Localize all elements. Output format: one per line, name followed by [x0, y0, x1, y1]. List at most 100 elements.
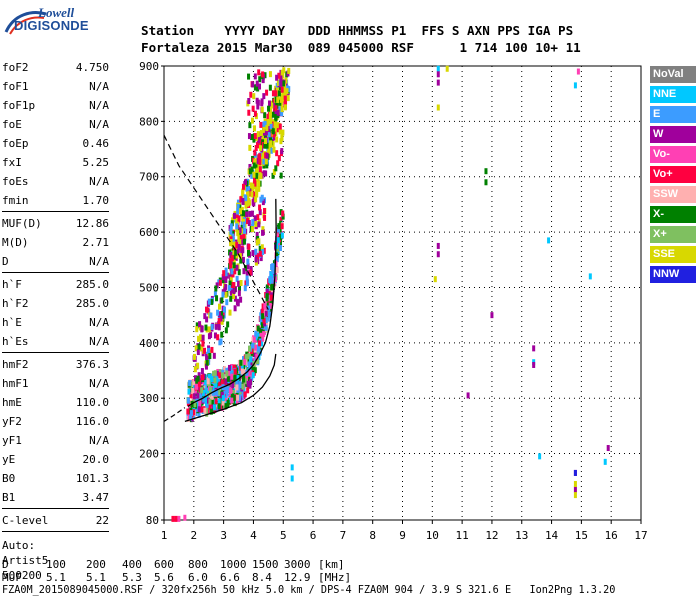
echo-point: [271, 137, 275, 144]
param-value: 101.3: [75, 472, 109, 485]
echo-point: [196, 375, 200, 382]
echo-point: [247, 220, 251, 227]
x-tick-label: 11: [456, 529, 469, 542]
echo-point: [252, 93, 256, 100]
echo-point: [254, 220, 258, 227]
echo-point: [243, 378, 247, 385]
echo-point: [229, 289, 233, 296]
echo-point: [256, 131, 260, 138]
footer-value: 1000: [220, 558, 247, 571]
echo-point: [275, 136, 279, 143]
echo-point: [276, 122, 280, 129]
param-value: 285.0: [75, 278, 109, 291]
param-row: foF1p N/A: [2, 96, 109, 115]
echo-point: [233, 241, 237, 248]
echo-point: [246, 218, 250, 225]
echo-point: [265, 125, 269, 132]
echo-point: [260, 308, 264, 315]
echo-point: [192, 409, 196, 416]
param-name: foF2: [2, 61, 29, 74]
echo-point: [280, 86, 284, 93]
echo-point: [248, 382, 252, 389]
y-tick-label: 600: [139, 226, 159, 239]
echo-point: [230, 282, 234, 289]
dashed-extrapolation-line: [163, 407, 186, 422]
echo-point: [230, 285, 234, 292]
echo-point: [230, 394, 234, 401]
echo-point: [280, 232, 284, 239]
echo-point: [265, 162, 269, 169]
echo-point: [278, 245, 282, 252]
echo-point: [263, 121, 267, 128]
echo-point: [268, 137, 272, 144]
legend-item-vo-: Vo+: [650, 166, 696, 183]
echo-point: [229, 263, 233, 270]
echo-point: [223, 395, 227, 402]
echo-point: [232, 364, 236, 371]
echo-point: [252, 350, 256, 357]
echo-point: [263, 72, 267, 79]
echo-point: [239, 208, 243, 215]
echo-point: [232, 212, 236, 219]
x-tick-label: 5: [280, 529, 287, 542]
param-value: 4.750: [75, 61, 109, 74]
echo-point: [252, 162, 256, 169]
echo-point: [253, 158, 257, 165]
echo-point: [276, 90, 280, 97]
echo-point: [235, 275, 239, 282]
footer-value: 5.3: [122, 571, 142, 584]
echo-point: [238, 253, 242, 260]
echo-point: [235, 246, 239, 253]
echo-point: [254, 196, 258, 203]
param-row: C-level 22: [2, 511, 109, 530]
echo-point: [225, 370, 229, 377]
echo-point: [231, 264, 235, 271]
echo-point: [267, 100, 271, 107]
echo-point: [233, 305, 237, 312]
param-row: MUF(D) 12.86: [2, 214, 109, 233]
footer-value: 200: [86, 558, 106, 571]
echo-point-w: [490, 312, 494, 319]
echo-point: [236, 300, 240, 307]
echo-point: [256, 103, 260, 110]
echo-point: [260, 244, 264, 251]
echo-point: [275, 74, 279, 81]
echo-point: [277, 155, 281, 162]
echo-point: [252, 364, 256, 371]
logo-line1: Lowell: [38, 5, 75, 20]
echo-point: [239, 196, 243, 203]
echo-point: [259, 332, 263, 339]
echo-point: [187, 388, 191, 395]
echo-point: [263, 208, 267, 215]
echo-point: [237, 235, 241, 242]
echo-point: [208, 398, 212, 405]
echo-point: [276, 96, 280, 103]
echo-point: [250, 191, 254, 198]
header-values: Fortaleza 2015 Mar30 089 045000 RSF 1 71…: [141, 40, 581, 55]
footer-value: 1500: [252, 558, 279, 571]
echo-point: [278, 128, 282, 135]
echo-point: [261, 303, 265, 310]
x-tick-label: 9: [399, 529, 406, 542]
echo-point: [269, 271, 273, 278]
echo-point: [273, 124, 277, 131]
echo-point: [200, 387, 204, 394]
echo-point: [194, 387, 198, 394]
echo-point: [264, 324, 268, 331]
echo-point: [281, 72, 285, 79]
echo-point: [200, 374, 204, 381]
param-name: hmF2: [2, 358, 29, 371]
echo-point: [251, 105, 255, 112]
param-row: fxI 5.25: [2, 153, 109, 172]
echo-point: [258, 245, 262, 252]
echo-point: [224, 391, 228, 398]
echo-point: [279, 233, 283, 240]
echo-point: [247, 73, 251, 80]
param-name: MUF(D): [2, 217, 42, 230]
echo-point: [229, 228, 233, 235]
param-name: yF2: [2, 415, 22, 428]
echo-point: [223, 273, 227, 280]
echo-point: [261, 335, 265, 342]
echo-point: [268, 113, 272, 120]
echo-point: [250, 166, 254, 173]
